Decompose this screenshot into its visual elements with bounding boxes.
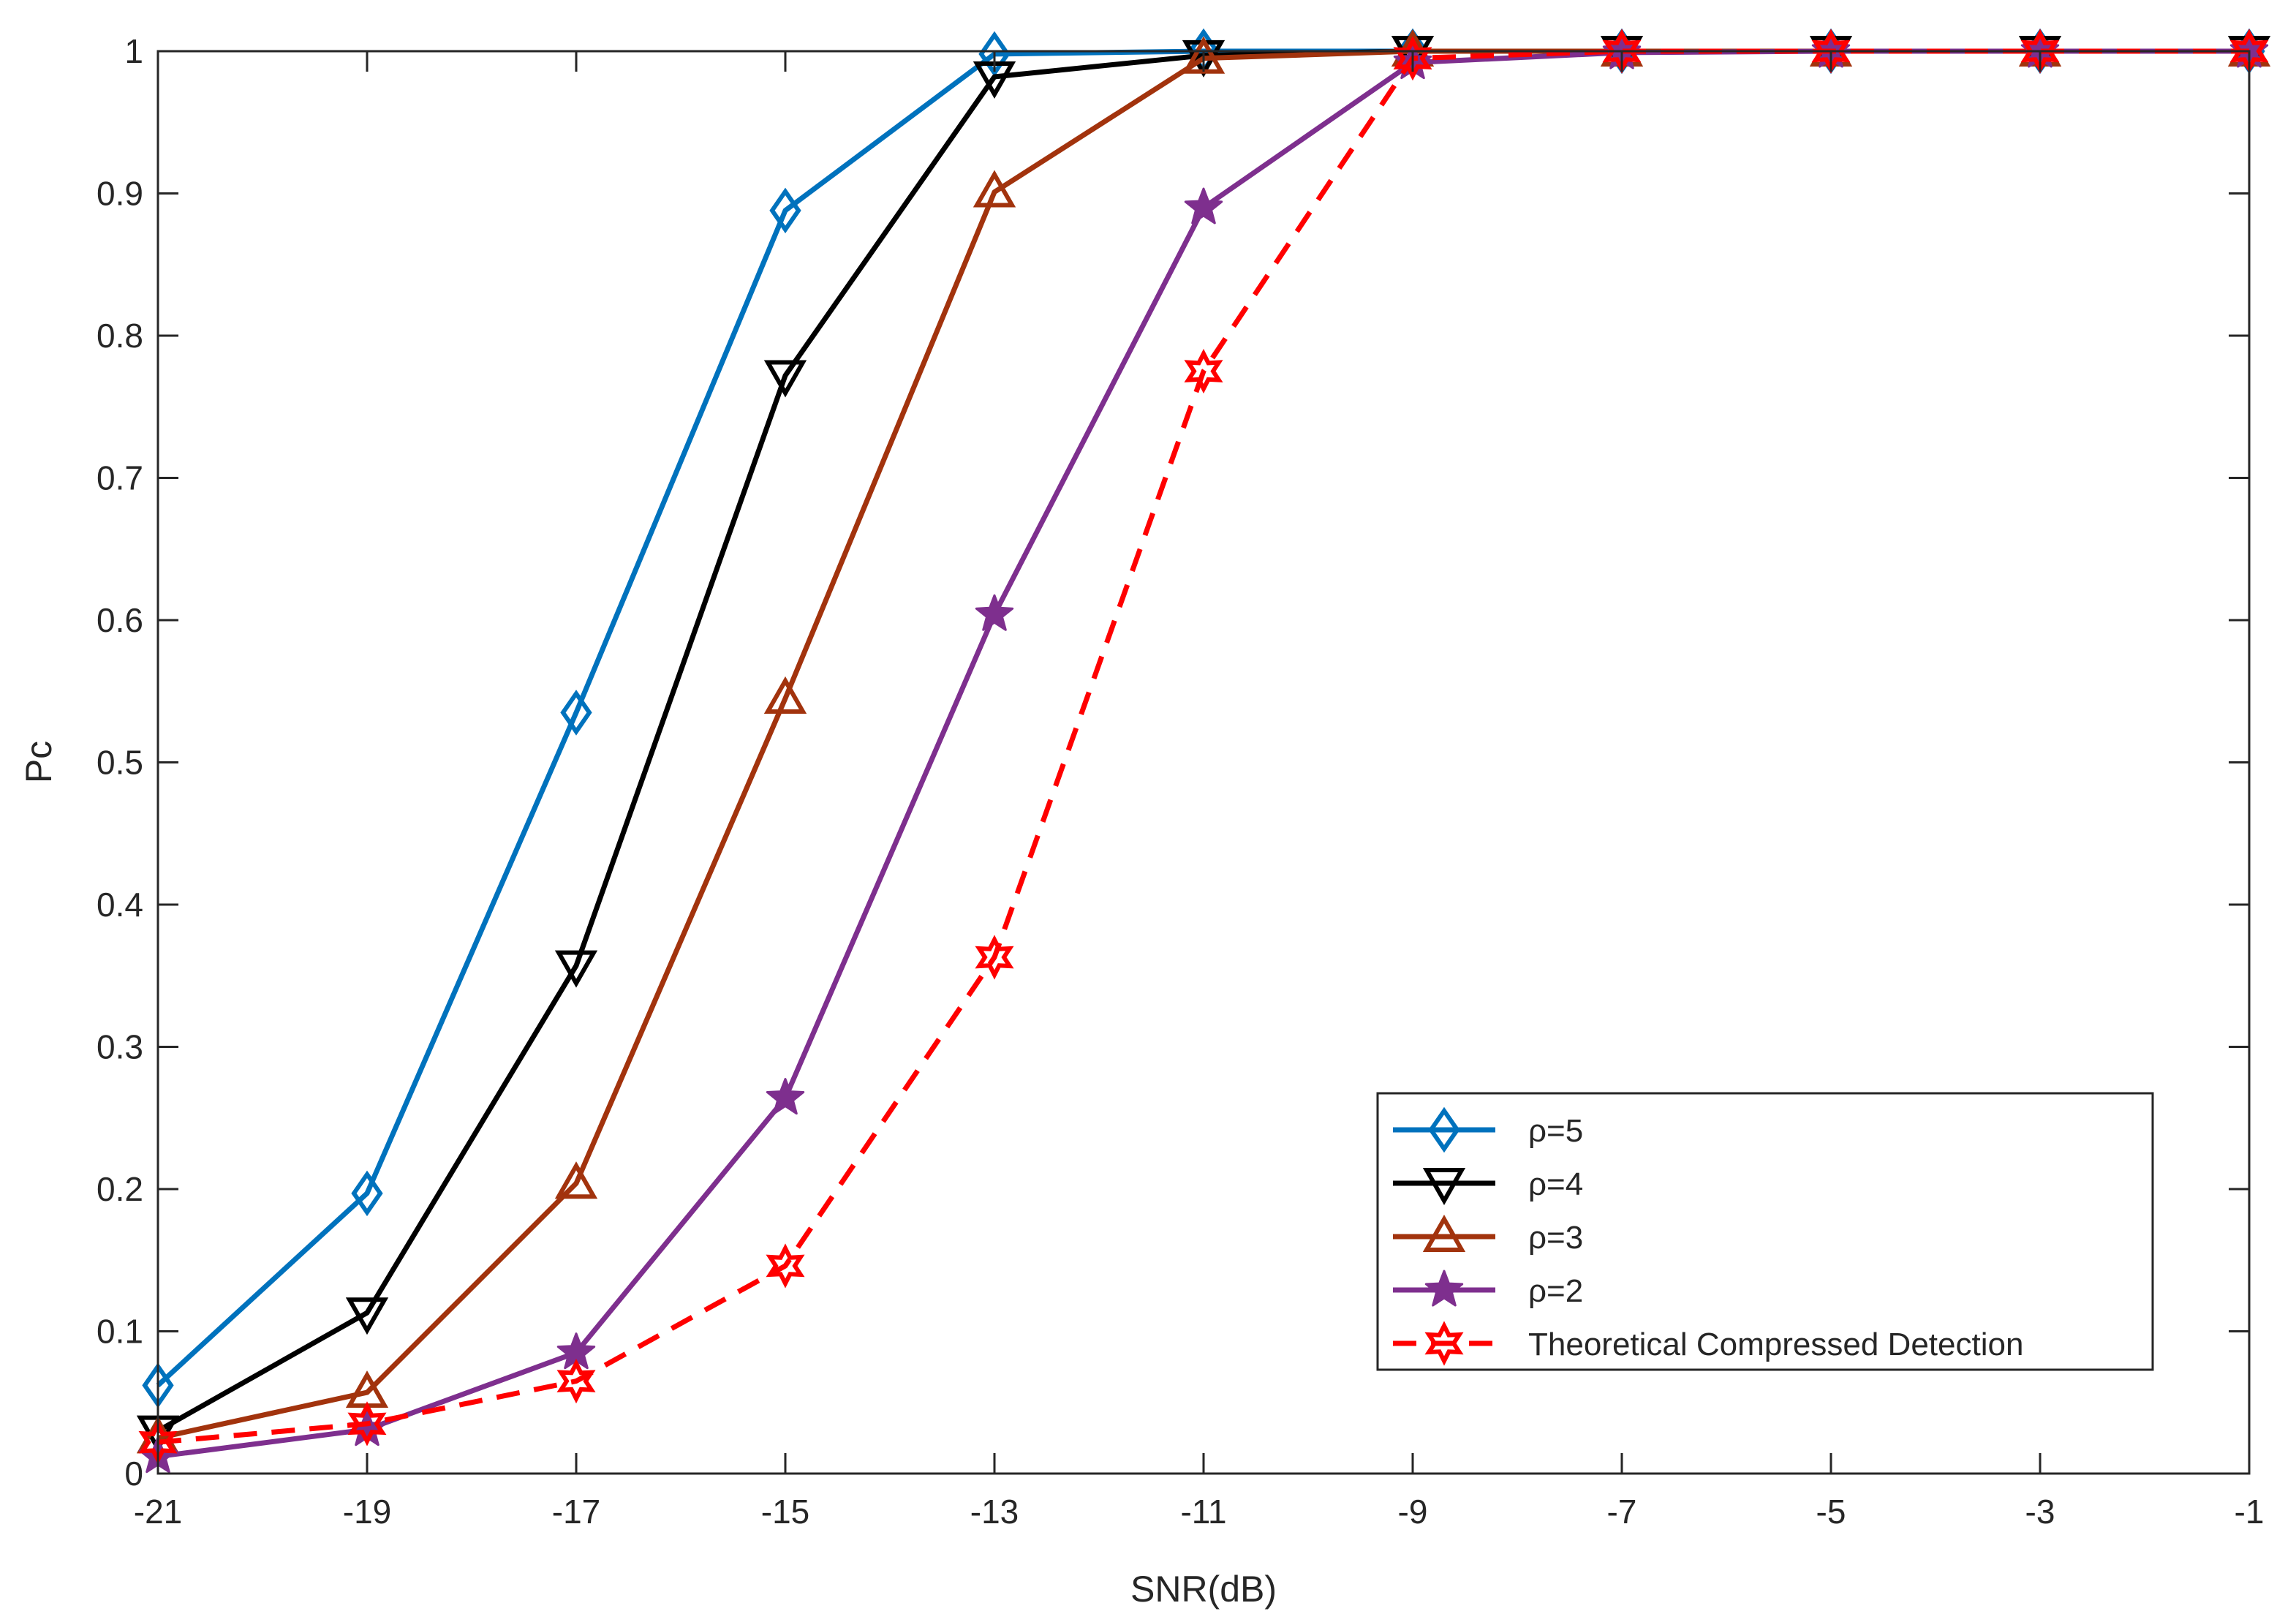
legend: ρ=5 ρ=4 ρ=3 ρ=2 Theoretical Compressed Detec… (1376, 1092, 2154, 1371)
data-point-marker (975, 935, 1014, 980)
data-point-marker (351, 1170, 383, 1217)
legend-box (1376, 1092, 2154, 1371)
legend-label: Theoretical Compressed Detection (1528, 1327, 2023, 1362)
y-tick-label: 0.2 (97, 1170, 143, 1208)
legend-marker (1424, 1321, 1464, 1366)
data-point-marker (345, 1297, 389, 1335)
data-point-marker (1184, 187, 1223, 225)
data-point-marker (554, 1161, 598, 1199)
data-point-marker (1393, 36, 1432, 81)
legend-label: ρ=5 (1528, 1113, 1583, 1149)
legend-label: ρ=4 (1528, 1166, 1583, 1202)
y-tick-label: 0.1 (97, 1313, 143, 1351)
legend-item: ρ=3 (1393, 1214, 1583, 1256)
y-tick-label: 0.5 (97, 744, 143, 782)
data-point-marker (973, 170, 1016, 208)
legend-marker (1422, 1168, 1466, 1206)
x-tick-label: -7 (1607, 1493, 1637, 1531)
y-tick-label: 1 (124, 32, 143, 70)
data-point-marker (975, 594, 1014, 631)
x-tick-label: -17 (552, 1493, 600, 1531)
legend-item: Theoretical Compressed Detection (1393, 1321, 2023, 1366)
data-point-marker (763, 676, 807, 714)
data-point-marker (978, 31, 1011, 78)
data-point-marker (769, 187, 801, 234)
y-axis-label: Pc (18, 741, 59, 783)
x-tick-label: -21 (134, 1493, 182, 1531)
legend-marker (1428, 1106, 1460, 1153)
x-tick-label: -9 (1398, 1493, 1428, 1531)
legend-label: ρ=3 (1528, 1220, 1583, 1256)
legend-marker (1424, 1270, 1464, 1307)
y-tick-label: 0.6 (97, 601, 143, 639)
y-tick-label: 0 (124, 1455, 143, 1493)
x-tick-label: -13 (970, 1493, 1019, 1531)
y-tick-label: 0.7 (97, 459, 143, 497)
data-point-marker (766, 1078, 805, 1115)
x-tick-label: -11 (1180, 1493, 1226, 1531)
x-tick-label: -15 (761, 1493, 809, 1531)
x-tick-label: -19 (343, 1493, 391, 1531)
x-tick-label: -5 (1816, 1493, 1846, 1531)
x-tick-label: -1 (2235, 1493, 2265, 1531)
x-axis-label: SNR(dB) (1130, 1569, 1277, 1610)
legend-item: ρ=2 (1393, 1270, 1583, 1309)
data-point-marker (1184, 348, 1223, 394)
legend-label: ρ=2 (1528, 1273, 1583, 1309)
y-tick-label: 0.4 (97, 886, 143, 924)
x-axis-ticks: -21 -19 -17 -15 -13 -11 -9 -7 -5 -3 -1 (134, 51, 2265, 1531)
legend-marker (1422, 1214, 1466, 1252)
data-point-marker (560, 690, 592, 736)
data-point-marker (556, 1359, 596, 1404)
y-tick-label: 0.8 (97, 317, 143, 355)
data-point-marker (347, 1401, 387, 1446)
y-axis-ticks: 0 0.1 0.2 0.3 0.4 0.5 0.6 0.7 0.8 0.9 1 (97, 32, 2249, 1493)
legend-item: ρ=5 (1393, 1106, 1583, 1153)
x-tick-label: -3 (2025, 1493, 2055, 1531)
y-tick-label: 0.3 (97, 1028, 143, 1066)
legend-item: ρ=4 (1393, 1166, 1583, 1206)
data-point-marker (554, 950, 598, 988)
data-point-marker (766, 1243, 805, 1289)
y-tick-label: 0.9 (97, 175, 143, 213)
data-point-marker (763, 360, 807, 398)
